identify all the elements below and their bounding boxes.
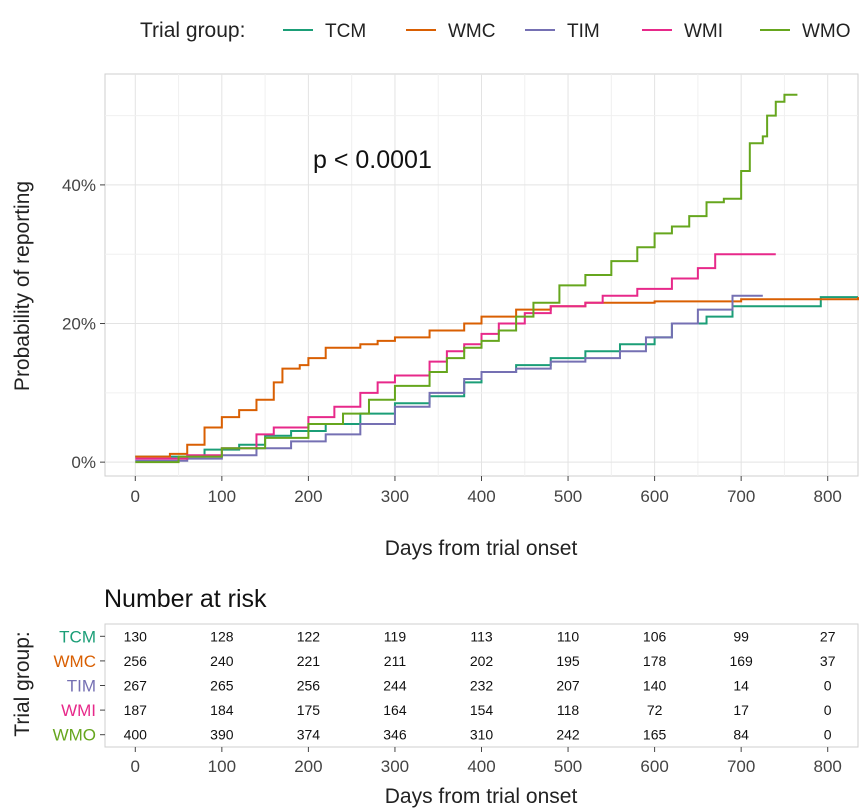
risk-cell: 164: [383, 702, 407, 718]
risk-cell: 84: [733, 727, 749, 743]
risk-cell: 244: [383, 678, 407, 694]
risk-row-label-tcm: TCM: [59, 627, 96, 646]
y-tick-label: 0%: [71, 453, 96, 472]
legend-label-wmc: WMC: [448, 21, 495, 42]
x-axis-label: Days from trial onset: [385, 537, 578, 560]
risk-x-axis-label: Days from trial onset: [385, 785, 578, 808]
risk-cell: 122: [297, 628, 321, 644]
p-value-annotation: p < 0.0001: [313, 146, 432, 174]
risk-cell: 211: [384, 653, 407, 669]
risk-y-axis-label: Trial group:: [11, 631, 34, 736]
risk-cell: 240: [210, 653, 234, 669]
series-line-wmi: [135, 253, 776, 460]
risk-cell: 113: [470, 628, 493, 644]
risk-cell: 195: [556, 653, 580, 669]
risk-table-cells: 130 128 122 119 113 110 106 99 27 256 240 221 211 202…: [124, 628, 836, 742]
risk-cell: 37: [820, 653, 836, 669]
risk-table-axes: TCM WMC TIM WMI WMO 0 100 200 300 400 500 600 700 800: [53, 627, 842, 776]
legend-title: Trial group:: [140, 19, 245, 42]
x-tick-label: 800: [814, 487, 842, 506]
risk-x-tick-label: 800: [814, 757, 842, 776]
x-tick-label: 0: [131, 487, 140, 506]
x-tick-label: 200: [294, 487, 322, 506]
risk-cell: 256: [124, 653, 148, 669]
risk-cell: 106: [643, 628, 667, 644]
risk-cell: 400: [124, 727, 148, 743]
risk-cell: 178: [643, 653, 667, 669]
x-tick-label: 400: [467, 487, 495, 506]
risk-x-tick-label: 300: [381, 757, 409, 776]
risk-cell: 221: [297, 653, 321, 669]
risk-cell: 267: [124, 678, 148, 694]
risk-cell: 110: [557, 628, 580, 644]
risk-cell: 0: [824, 727, 832, 743]
y-tick-label: 40%: [62, 176, 96, 195]
risk-row-label-tim: TIM: [67, 677, 96, 696]
risk-table: Number at risk 130 128 122 119 113 110 106 99 27…: [11, 585, 859, 808]
risk-cell: 14: [733, 678, 749, 694]
risk-cell: 256: [297, 678, 321, 694]
risk-x-tick-label: 700: [727, 757, 755, 776]
y-tick-label: 20%: [62, 315, 96, 334]
risk-table-title: Number at risk: [104, 585, 267, 613]
risk-cell: 242: [556, 727, 580, 743]
risk-x-tick-label: 0: [131, 757, 140, 776]
risk-cell: 72: [647, 702, 663, 718]
risk-cell: 128: [210, 628, 234, 644]
risk-cell: 184: [210, 702, 234, 718]
risk-cell: 0: [824, 678, 832, 694]
risk-x-tick-label: 400: [467, 757, 495, 776]
x-tick-label: 500: [554, 487, 582, 506]
legend-label-tim: TIM: [567, 21, 600, 42]
risk-x-tick-label: 200: [294, 757, 322, 776]
risk-cell: 27: [820, 628, 836, 644]
x-tick-label: 100: [208, 487, 236, 506]
risk-cell: 0: [824, 702, 832, 718]
risk-cell: 374: [297, 727, 321, 743]
x-tick-label: 600: [640, 487, 668, 506]
risk-x-tick-label: 500: [554, 757, 582, 776]
risk-cell: 140: [643, 678, 667, 694]
risk-cell: 232: [470, 678, 494, 694]
risk-cell: 154: [470, 702, 494, 718]
risk-cell: 169: [729, 653, 753, 669]
risk-row-label-wmi: WMI: [61, 701, 96, 720]
legend: Trial group: TCM WMC TIM WMI WMO: [140, 19, 851, 42]
series-line-wmo: [135, 93, 798, 464]
legend-label-wmo: WMO: [802, 21, 851, 42]
risk-row-label-wmc: WMC: [54, 652, 96, 671]
risk-cell: 390: [210, 727, 234, 743]
risk-cell: 310: [470, 727, 494, 743]
risk-cell: 130: [124, 628, 148, 644]
risk-cell: 265: [210, 678, 234, 694]
risk-x-tick-label: 600: [640, 757, 668, 776]
survival-plot: 0 100 200 300 400 500 600 700 800 0% 20% 40% p < 0.…: [11, 73, 859, 560]
risk-cell: 346: [383, 727, 407, 743]
y-axis-label: Probability of reporting: [11, 181, 34, 391]
risk-cell: 17: [733, 702, 749, 718]
risk-cell: 187: [124, 702, 148, 718]
risk-cell: 165: [643, 727, 667, 743]
risk-cell: 119: [384, 628, 407, 644]
x-tick-label: 300: [381, 487, 409, 506]
risk-cell: 99: [733, 628, 749, 644]
plot-axes: 0 100 200 300 400 500 600 700 800 0% 20% 40%: [62, 176, 842, 506]
legend-label-tcm: TCM: [325, 21, 366, 42]
x-tick-label: 700: [727, 487, 755, 506]
risk-cell: 118: [557, 702, 580, 718]
risk-row-label-wmo: WMO: [53, 726, 96, 745]
risk-table-panel: [104, 623, 859, 748]
risk-cell: 202: [470, 653, 494, 669]
risk-cell: 207: [556, 678, 580, 694]
risk-x-tick-label: 100: [208, 757, 236, 776]
plot-series: [135, 93, 859, 464]
risk-cell: 175: [297, 702, 321, 718]
legend-label-wmi: WMI: [684, 21, 723, 42]
